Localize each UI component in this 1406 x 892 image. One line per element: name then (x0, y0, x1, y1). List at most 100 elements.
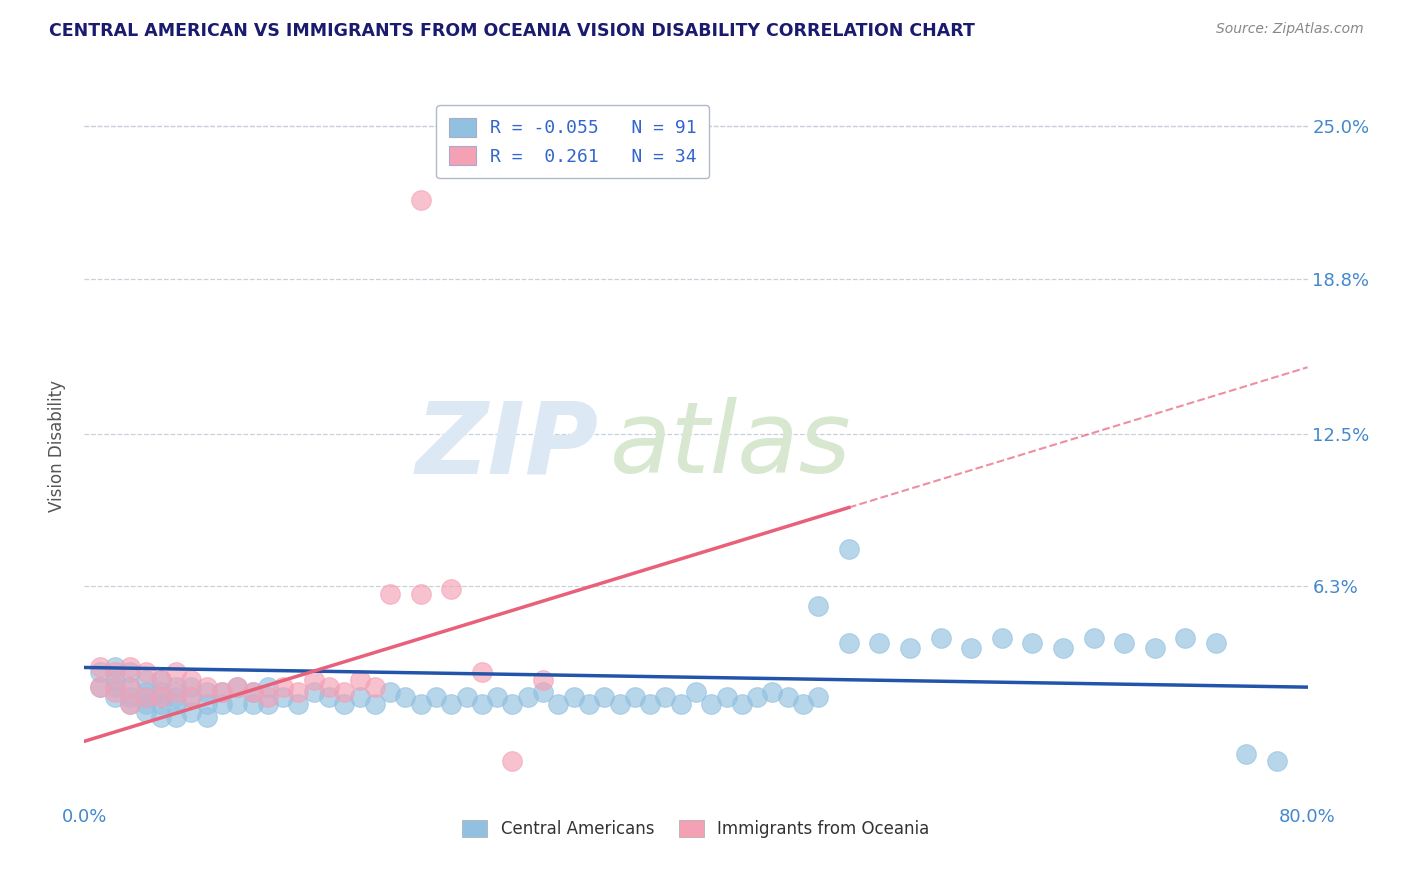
Point (242, 685, 264, 699)
Point (531, 685, 554, 699)
Point (838, 542, 860, 557)
Point (1265, 754, 1288, 768)
Point (669, 698, 692, 712)
Point (149, 690, 172, 704)
Point (333, 698, 356, 712)
Point (333, 685, 356, 699)
Point (149, 673, 172, 687)
Point (409, 698, 432, 712)
Point (226, 698, 249, 712)
Point (456, 690, 478, 704)
Point (135, 685, 157, 699)
Point (593, 690, 616, 704)
Point (120, 680, 142, 694)
Point (165, 709, 187, 723)
Point (104, 665, 127, 680)
Point (1021, 636, 1043, 650)
Point (180, 690, 202, 704)
Point (792, 698, 814, 712)
Point (1174, 631, 1197, 645)
Point (257, 690, 280, 704)
Point (135, 690, 157, 704)
Point (1114, 636, 1136, 650)
Point (149, 673, 172, 687)
Point (149, 690, 172, 704)
Point (440, 698, 463, 712)
Point (195, 698, 218, 712)
Point (364, 698, 387, 712)
Point (898, 640, 921, 655)
Point (364, 680, 387, 694)
Point (89, 660, 111, 674)
Point (731, 698, 754, 712)
Point (1143, 640, 1166, 655)
Point (1052, 640, 1074, 655)
Point (120, 680, 142, 694)
Point (471, 698, 494, 712)
Point (226, 680, 249, 694)
Point (104, 685, 127, 699)
Point (195, 685, 218, 699)
Point (89, 680, 111, 694)
Point (120, 698, 142, 712)
Point (135, 673, 157, 687)
Point (991, 631, 1014, 645)
Point (165, 665, 187, 680)
Point (180, 705, 202, 719)
Point (349, 673, 371, 687)
Text: Source: ZipAtlas.com: Source: ZipAtlas.com (1216, 22, 1364, 37)
Point (287, 685, 309, 699)
Point (120, 690, 142, 704)
Point (226, 680, 249, 694)
Point (807, 599, 830, 613)
Point (578, 698, 600, 712)
Point (638, 698, 661, 712)
Point (547, 698, 569, 712)
Point (120, 698, 142, 712)
Y-axis label: Vision Disability: Vision Disability (48, 380, 66, 512)
Point (135, 705, 157, 719)
Point (149, 698, 172, 712)
Point (149, 685, 172, 699)
Legend: Central Americans, Immigrants from Oceania: Central Americans, Immigrants from Ocean… (456, 813, 936, 845)
Point (271, 680, 294, 694)
Point (700, 698, 723, 712)
Point (318, 680, 340, 694)
Point (486, 690, 509, 704)
Point (135, 690, 157, 704)
Point (271, 690, 294, 704)
Point (104, 690, 127, 704)
Point (89, 680, 111, 694)
Point (165, 680, 187, 694)
Point (180, 673, 202, 687)
Point (135, 698, 157, 712)
Point (302, 673, 325, 687)
Point (104, 673, 127, 687)
Point (960, 640, 983, 655)
Point (211, 685, 233, 699)
Point (471, 665, 494, 680)
Point (609, 698, 631, 712)
Point (380, 685, 402, 699)
Point (180, 690, 202, 704)
Point (929, 631, 952, 645)
Point (165, 690, 187, 704)
Text: atlas: atlas (610, 398, 852, 494)
Point (1205, 636, 1227, 650)
Point (242, 685, 264, 699)
Point (257, 698, 280, 712)
Point (211, 698, 233, 712)
Point (440, 582, 463, 596)
Point (211, 685, 233, 699)
Point (104, 660, 127, 674)
Point (135, 665, 157, 680)
Point (195, 709, 218, 723)
Point (242, 698, 264, 712)
Point (502, 754, 524, 768)
Point (165, 698, 187, 712)
Point (287, 698, 309, 712)
Point (425, 690, 447, 704)
Point (349, 690, 371, 704)
Point (776, 690, 799, 704)
Point (394, 690, 416, 704)
